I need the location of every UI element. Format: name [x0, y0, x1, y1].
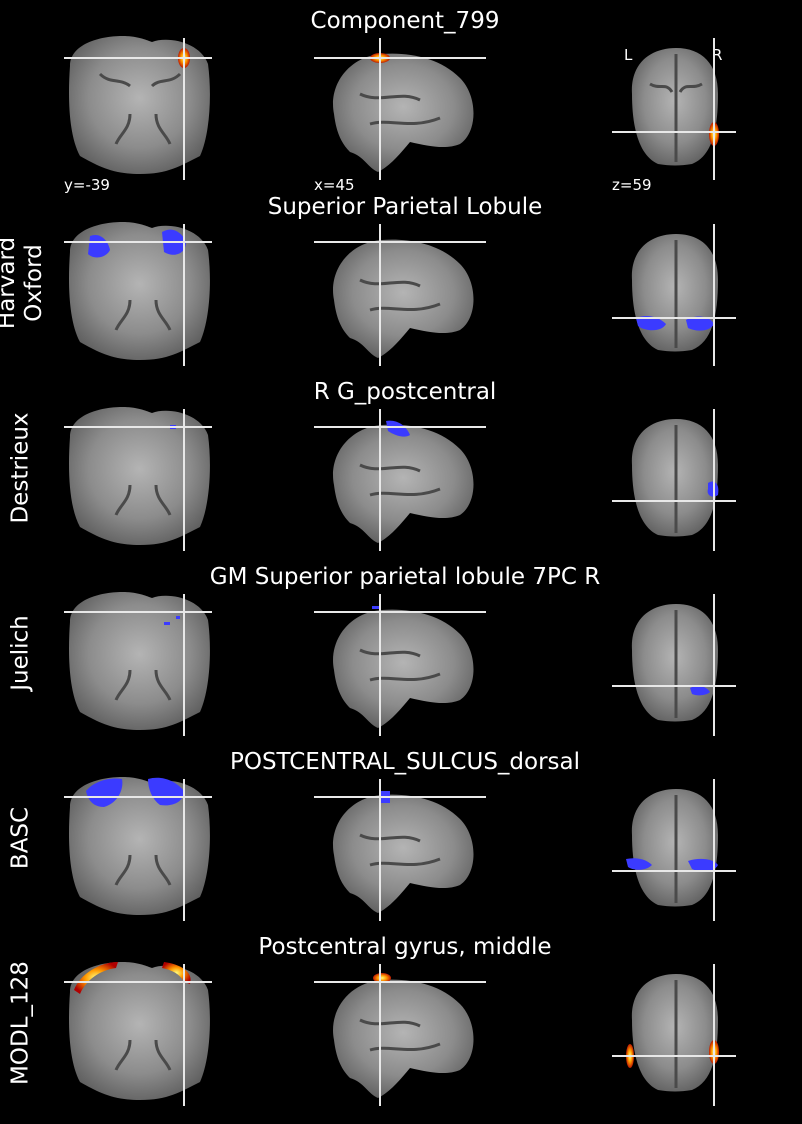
brain-row-harvard-oxford: Superior Parietal Lobule Harvard Oxford: [0, 190, 802, 376]
axial-view: [612, 38, 736, 180]
row-title: Postcentral gyrus, middle: [258, 934, 552, 960]
atlas-region: [164, 622, 170, 625]
axial-view: [612, 779, 736, 921]
coronal-view: [64, 222, 212, 366]
atlas-label-line: Destrieux: [7, 412, 34, 524]
brain-slice-coronal: [69, 222, 210, 360]
coronal-view: [64, 962, 212, 1106]
brain-slice-coronal: [69, 777, 210, 915]
atlas-label: MODL_128: [8, 961, 35, 1085]
atlas-region: [148, 777, 184, 806]
atlas-region: [636, 316, 666, 331]
coronal-view: [64, 36, 212, 180]
atlas-label: BASC: [8, 807, 35, 869]
atlas-region: [176, 616, 180, 619]
cut-coordinate-coronal: y=-39: [64, 176, 110, 194]
sagittal-view: [314, 409, 486, 551]
atlas-region: [626, 858, 652, 870]
atlas-region: [372, 606, 380, 609]
activation-blob: [373, 973, 391, 983]
coronal-view: [64, 777, 212, 921]
atlas-region: [86, 778, 123, 807]
coronal-view: [64, 592, 212, 736]
row-title: POSTCENTRAL_SULCUS_dorsal: [229, 749, 581, 775]
atlas-label: Destrieux: [8, 412, 35, 523]
orientation-right-label: R: [712, 46, 723, 64]
orientation-left-label: L: [624, 46, 633, 64]
coronal-view: [64, 407, 212, 551]
brain-slice-coronal: [69, 407, 210, 545]
sagittal-view: [314, 224, 486, 366]
atlas-region: [386, 420, 410, 437]
atlas-region: [688, 858, 718, 872]
brain-slice-sagittal: [333, 424, 474, 543]
atlas-region: [686, 316, 714, 331]
brain-row-basc: POSTCENTRAL_SULCUS_dorsal BASC: [0, 745, 802, 931]
atlas-label-line: MODL_128: [7, 961, 34, 1085]
brain-row-juelich: GM Superior parietal lobule 7PC R Juelic…: [0, 560, 802, 746]
atlas-region: [88, 234, 110, 258]
axial-view: [612, 409, 736, 551]
brain-row-modl-128: Postcentral gyrus, middle MODL_128: [0, 930, 802, 1116]
brain-slice-coronal: [69, 962, 210, 1100]
row-title: R G_postcentral: [313, 379, 497, 405]
row-title: GM Superior parietal lobule 7PC R: [209, 564, 601, 590]
axial-view: [612, 224, 736, 366]
axial-view: [612, 964, 736, 1106]
brain-slice-coronal: [69, 36, 210, 174]
sagittal-view: [314, 594, 486, 736]
atlas-label-line: BASC: [7, 806, 34, 870]
brain-slice-coronal: [69, 592, 210, 730]
cut-coordinate-axial: z=59: [612, 176, 652, 194]
sagittal-view: [314, 779, 486, 921]
atlas-label-line: Harvard: [0, 236, 20, 330]
brain-slice-sagittal: [333, 979, 474, 1098]
activation-blob: [74, 962, 118, 994]
brain-row-destrieux: R G_postcentral Destrieux: [0, 375, 802, 561]
cut-coordinate-sagittal: x=45: [314, 176, 355, 194]
axial-view: [612, 594, 736, 736]
brain-slice-sagittal: [333, 609, 474, 728]
sagittal-view: [314, 38, 486, 180]
brain-slice-sagittal: [333, 794, 474, 913]
brain-row-component: Component_799 L R L R y=-39 x=45 z=59: [0, 4, 802, 194]
atlas-region: [690, 685, 710, 696]
atlas-label-line: Oxford: [21, 244, 47, 322]
atlas-label: Juelich: [8, 615, 35, 691]
brain-slice-sagittal: [333, 239, 474, 358]
sagittal-view: [314, 964, 486, 1106]
row-title: Component_799: [310, 8, 500, 34]
atlas-label: Harvard Oxford: [0, 237, 48, 329]
brain-slice-sagittal: [333, 53, 474, 172]
row-title: Superior Parietal Lobule: [267, 194, 543, 220]
atlas-label-line: Juelich: [7, 615, 34, 691]
